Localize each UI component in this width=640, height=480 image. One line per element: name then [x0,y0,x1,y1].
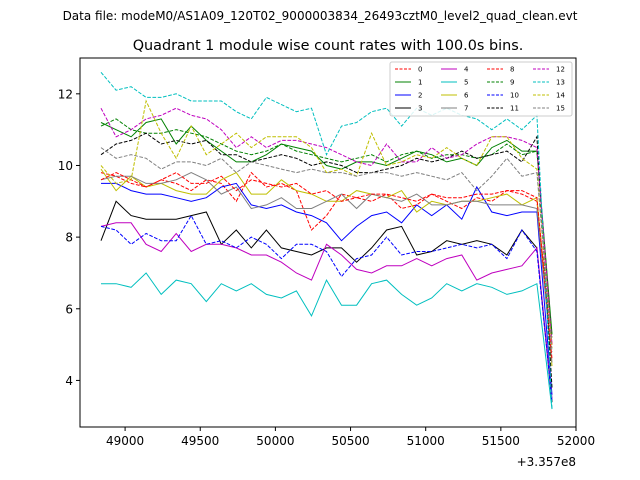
x-tick-label: 49000 [106,434,144,448]
series-line-13 [100,71,553,410]
chart-title: Quadrant 1 module wise count rates with … [133,38,524,54]
legend-label-8: 8 [510,66,514,74]
legend-label-5: 5 [464,79,468,87]
series-line-5 [101,272,553,410]
x-tick-label: 50000 [256,434,294,448]
x-tick-label: 49500 [181,434,219,448]
legend-label-2: 2 [418,92,422,100]
legend-label-12: 12 [556,66,565,74]
series-line-15 [100,147,553,352]
data-file-caption: Data file: modeM0/AS1A09_120T02_90000038… [63,9,578,23]
x-axis: 49000 49500 50000 50500 51000 51500 52000 [106,427,595,448]
x-offset-label: +3.357e8 [517,455,576,469]
legend-label-9: 9 [510,79,514,87]
legend-label-10: 10 [510,92,519,100]
y-tick-label: 6 [65,302,73,316]
y-axis: 4 6 8 10 12 [58,87,80,388]
series-line-11 [100,132,553,388]
y-tick-label: 12 [58,87,73,101]
legend-label-0: 0 [418,66,422,74]
x-tick-label: 50500 [331,434,369,448]
legend-label-11: 11 [510,105,519,113]
y-tick-label: 10 [58,159,73,173]
y-tick-label: 8 [65,231,73,245]
legend-box [389,61,573,117]
series-line-8 [100,172,553,359]
legend-label-3: 3 [418,105,422,113]
series-line-3 [100,200,553,402]
x-tick-label: 52000 [557,434,595,448]
x-tick-label: 51500 [482,434,520,448]
series-layer [100,71,553,410]
legend-label-7: 7 [464,105,468,113]
series-line-14 [100,99,553,349]
legend-label-1: 1 [418,79,422,87]
legend-label-15: 15 [556,105,565,113]
plot-area-frame [79,57,577,428]
series-line-12 [100,107,553,345]
legend-label-14: 14 [556,92,565,100]
series-line-10 [100,214,553,402]
series-line-4 [100,222,553,399]
legend-label-13: 13 [556,79,565,87]
series-line-2 [101,182,553,395]
series-line-7 [100,172,553,363]
x-tick-label: 51000 [407,434,445,448]
series-line-0 [100,171,553,345]
legend-label-4: 4 [464,66,469,74]
y-tick-label: 4 [65,374,73,388]
legend-label-6: 6 [464,92,469,100]
